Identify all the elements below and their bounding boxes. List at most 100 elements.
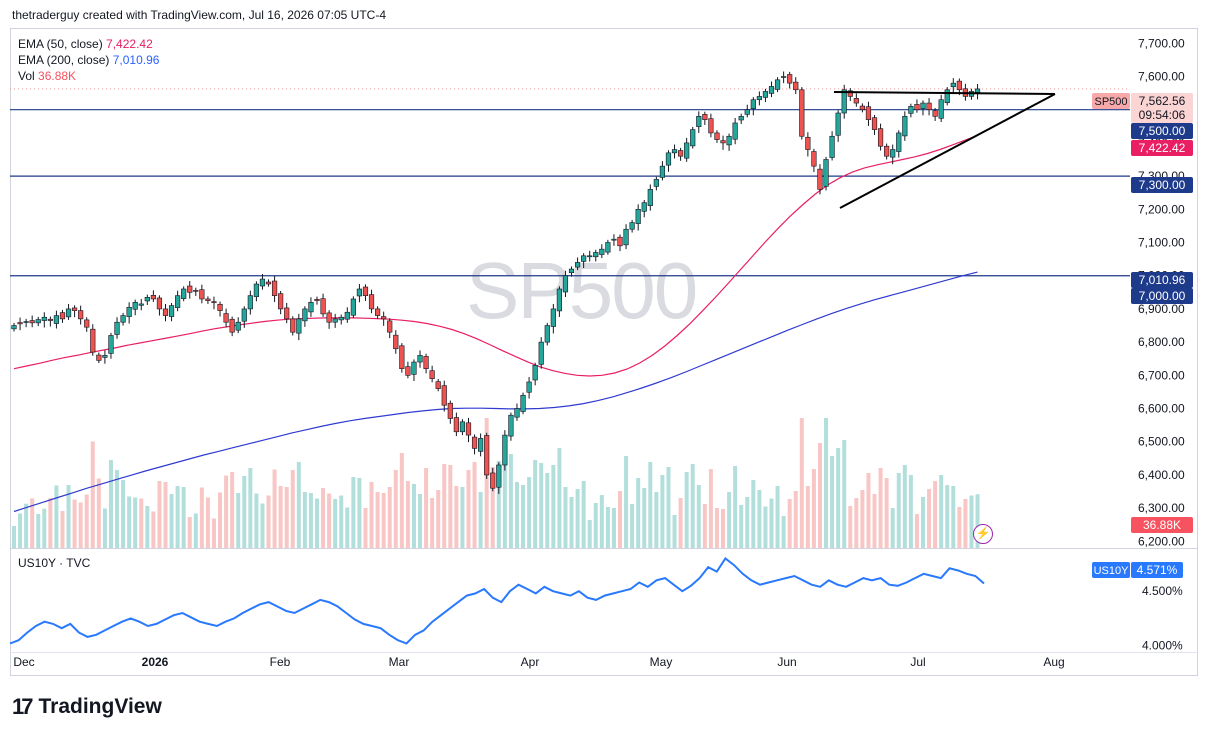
us10y-y-tick-label: 4.500% [1142, 584, 1183, 598]
candle-body [932, 110, 938, 117]
candle-body [768, 86, 775, 94]
candle-body [296, 318, 302, 334]
volume-bar [387, 487, 392, 548]
candle-body [732, 122, 738, 140]
ema50-badge-bg [1131, 140, 1193, 156]
candle-body [835, 112, 841, 136]
us10y-value-badge-text: 4.571% [1137, 563, 1178, 577]
x-tick-label: Apr [521, 655, 540, 669]
volume-bar [448, 465, 453, 548]
level-7300-badge-text: 7,300.00 [1139, 178, 1186, 192]
candle-body [617, 236, 623, 247]
us10y-symbol-text: US10Y [1094, 565, 1130, 577]
volume-bar [842, 440, 847, 548]
volume-bar [236, 493, 241, 548]
volume-legend[interactable]: Vol 36.88K [18, 68, 159, 84]
candle-body [738, 116, 744, 121]
x-tick-label: Aug [1043, 655, 1064, 669]
volume-bar [284, 487, 289, 548]
y-tick-label: 7,200.00 [1138, 202, 1185, 216]
volume-bar [496, 461, 501, 548]
ema50-line [13, 134, 978, 377]
candle-body [405, 366, 411, 376]
candle-body [447, 402, 453, 419]
volume-bar [90, 441, 95, 548]
volume-bar [805, 486, 810, 548]
volume-bar [424, 468, 429, 548]
candle-body [890, 149, 896, 158]
candle-body [314, 298, 320, 301]
volume-bar [945, 485, 950, 548]
volume-badge-bg [1131, 517, 1193, 533]
candle-body [108, 335, 114, 354]
volume-bar [569, 497, 574, 548]
volume-bar [460, 487, 465, 548]
volume-bar [793, 491, 798, 548]
candle-body [896, 132, 902, 152]
candle-body [326, 312, 332, 323]
candle-body [538, 341, 544, 365]
ema200-badge-text: 7,010.96 [1139, 273, 1186, 287]
volume-bar [969, 495, 974, 548]
volume-bar [127, 496, 132, 548]
ema200-badge-bg [1131, 272, 1193, 288]
y-tick-label: 6,600.00 [1138, 402, 1185, 416]
volume-bar [327, 493, 332, 548]
y-tick-label: 6,400.00 [1138, 468, 1185, 482]
candle-body [65, 308, 72, 318]
candle-body [429, 370, 435, 379]
volume-bar [199, 487, 204, 548]
candle-body [96, 354, 102, 361]
volume-bar [618, 491, 622, 548]
volume-bar [181, 487, 186, 548]
support-trendline [839, 93, 1056, 209]
volume-bar [102, 508, 107, 548]
volume-bar [418, 494, 423, 548]
x-tick-label: 2026 [142, 655, 169, 669]
volume-bar [163, 482, 168, 548]
candle-body [793, 81, 799, 91]
ema200-legend[interactable]: EMA (200, close) 7,010.96 [18, 52, 159, 68]
volume-bar [205, 497, 210, 548]
volume-bar [211, 518, 216, 548]
volume-label: Vol [18, 69, 35, 83]
candle-body [72, 307, 78, 311]
candle-body [859, 105, 865, 110]
volume-bar [60, 511, 65, 548]
candle-body [35, 319, 41, 324]
volume-bar [315, 498, 319, 548]
volume-bar [957, 507, 962, 548]
candle-body [459, 421, 466, 433]
candle-body [635, 209, 641, 224]
volume-bar [405, 481, 410, 548]
volume-bar [333, 499, 338, 548]
candle-body [320, 298, 326, 315]
volume-bar [411, 484, 416, 548]
volume-bar [642, 488, 647, 548]
candle-body [629, 222, 635, 230]
candle-body [556, 288, 562, 312]
volume-bar [72, 499, 77, 548]
y-tick-label: 7,700.00 [1138, 36, 1185, 50]
candle-body [350, 298, 356, 316]
candle-body [29, 320, 35, 324]
candle-body [290, 318, 296, 333]
candle-body [205, 298, 211, 301]
candle-body [884, 145, 890, 157]
volume-bar [763, 506, 768, 548]
candle-body [902, 116, 908, 137]
ema200-badge: 7,010.96 [1131, 272, 1193, 288]
ema50-legend[interactable]: EMA (50, close) 7,422.42 [18, 36, 159, 52]
volume-bar [278, 486, 283, 548]
us10y-legend[interactable]: US10Y · TVC [18, 556, 91, 570]
tradingview-wordmark: TradingView [38, 695, 162, 718]
candle-body [950, 82, 956, 88]
candle-body [241, 308, 247, 322]
candle-body [126, 306, 132, 317]
candle-body [653, 179, 659, 187]
lightning-icon[interactable]: ⚡ [973, 524, 993, 544]
volume-bar [799, 418, 804, 548]
volume-bar [896, 473, 901, 548]
volume-bar [48, 498, 53, 548]
